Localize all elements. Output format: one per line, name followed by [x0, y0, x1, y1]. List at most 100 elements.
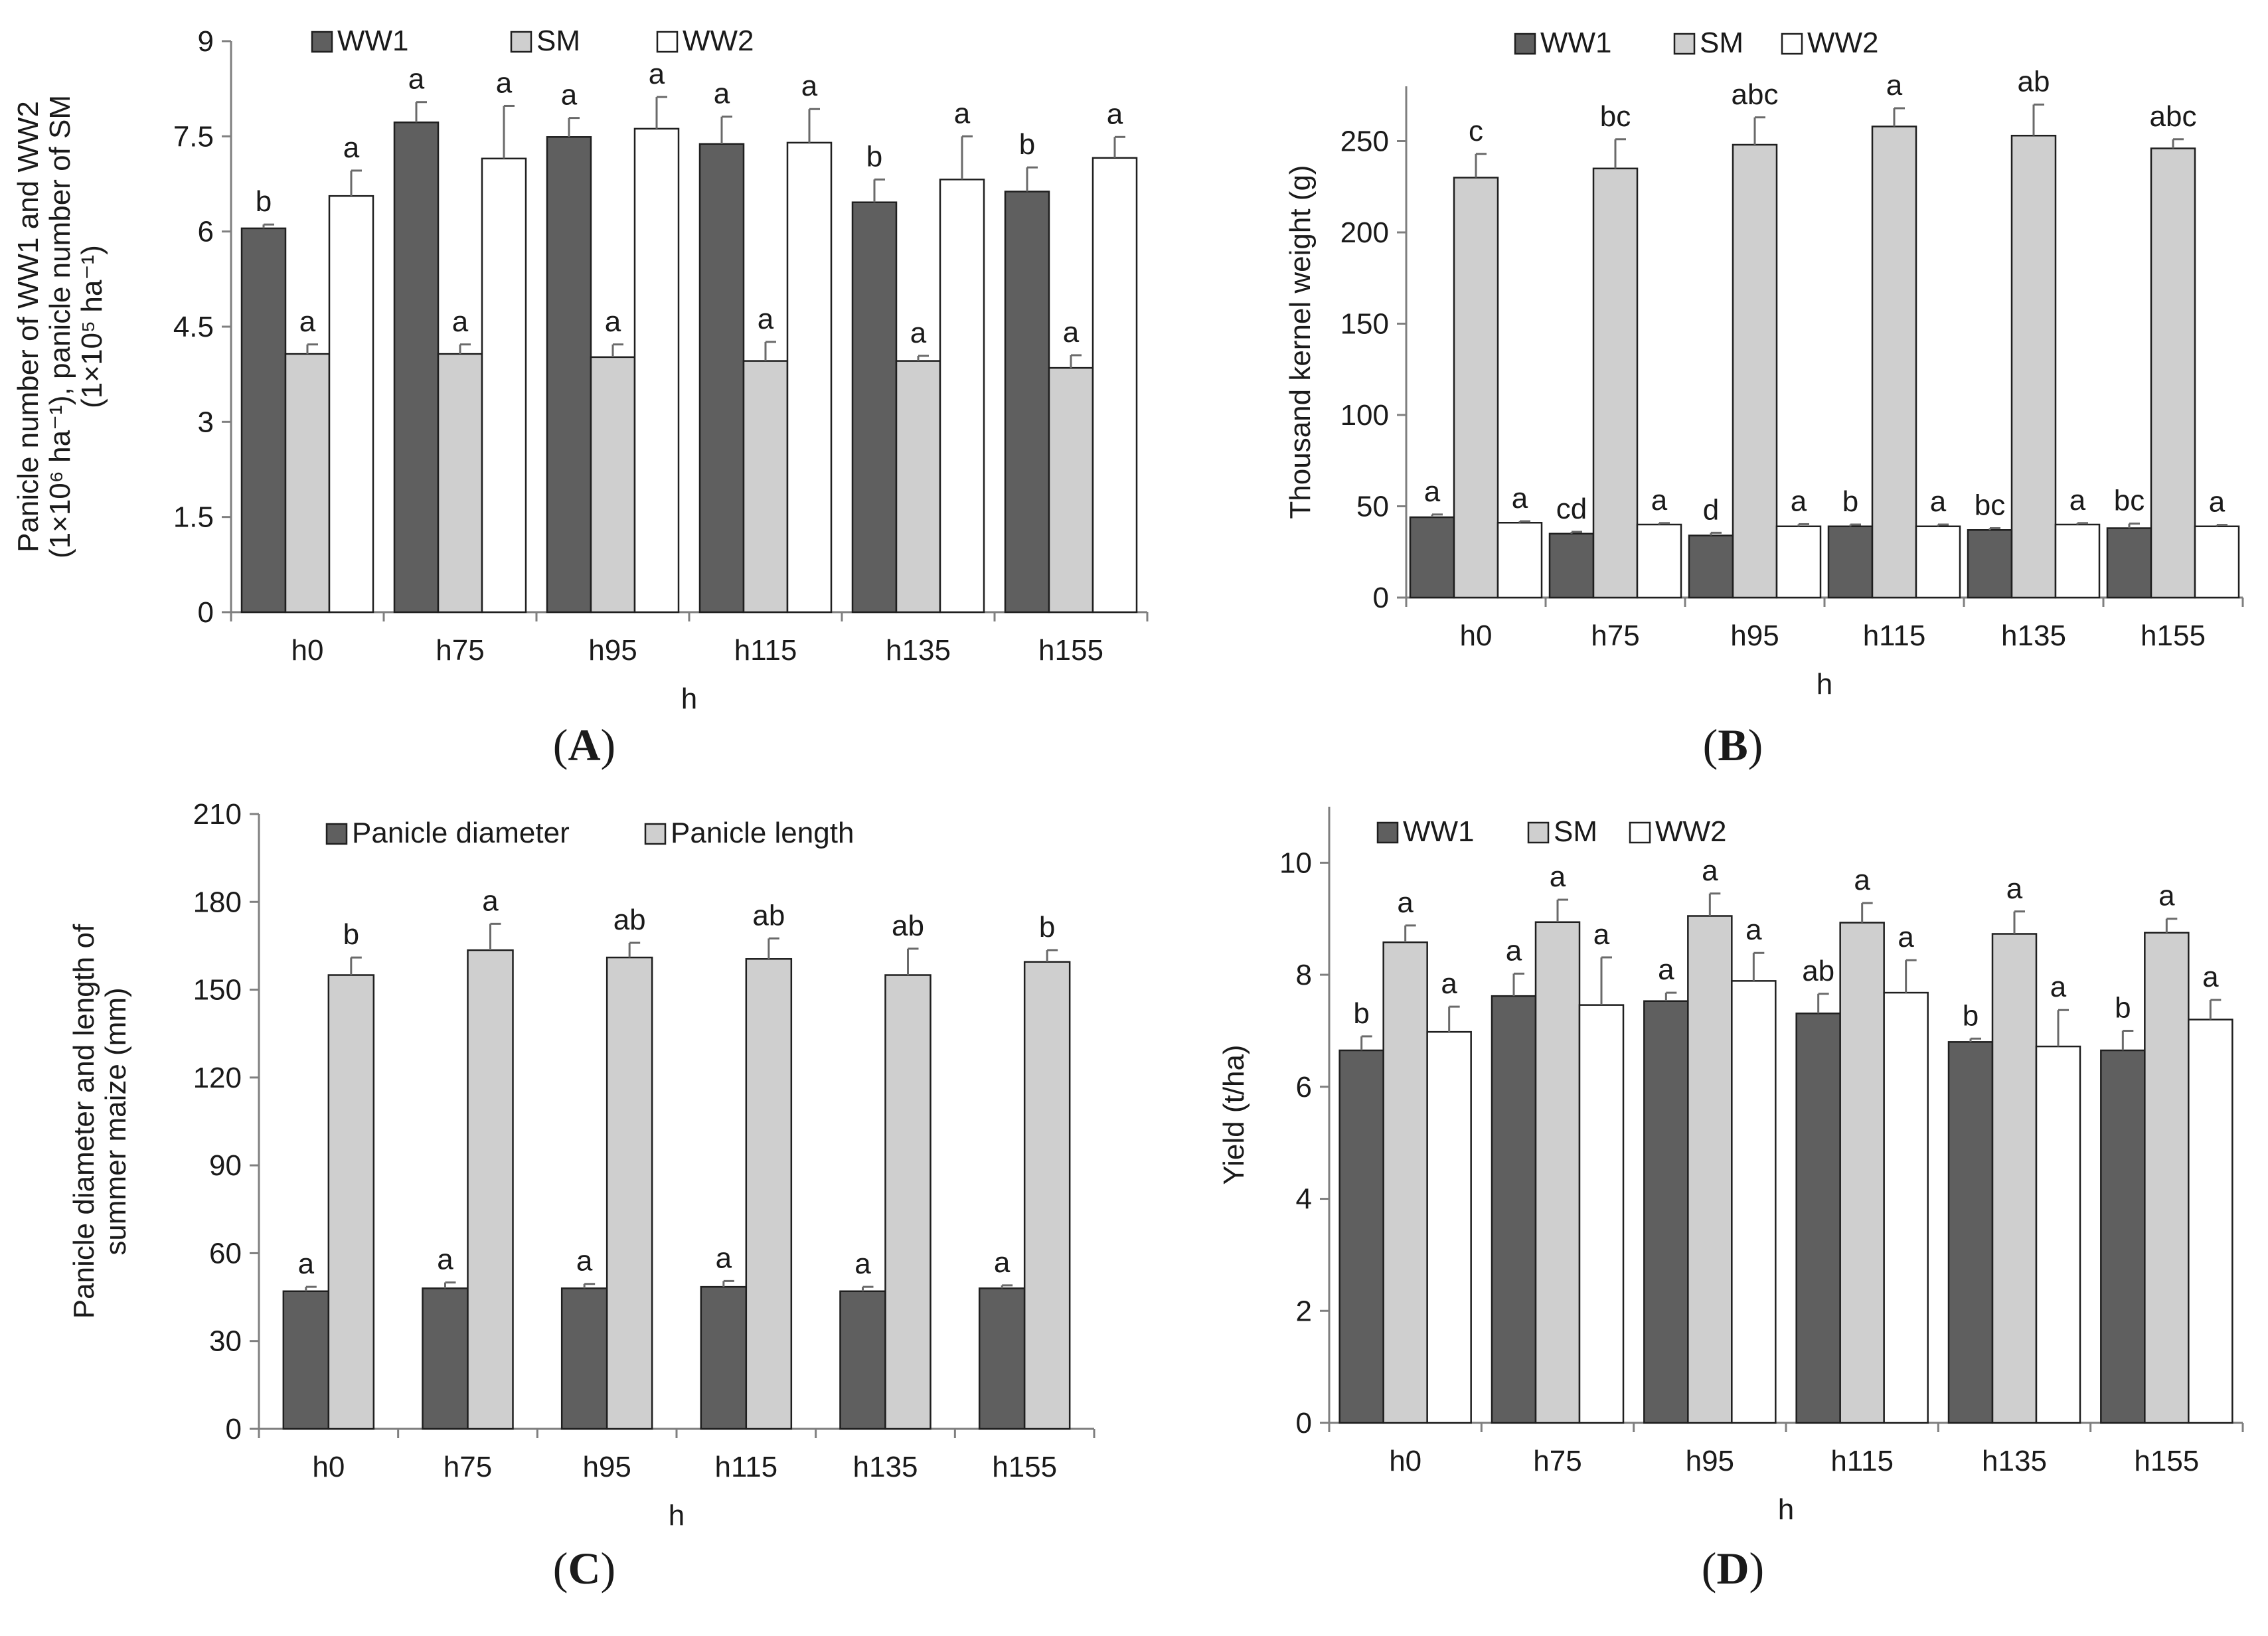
bar-sm — [1687, 915, 1733, 1424]
y-tick-label: 180 — [193, 886, 242, 918]
bar-sm — [437, 353, 483, 614]
bar-panicle-diameter — [978, 1287, 1026, 1430]
bar-sm — [1839, 922, 1885, 1424]
significance-label: ab — [752, 899, 785, 932]
y-tick-label: 0 — [1296, 1407, 1312, 1439]
legend-swatch-ww2 — [1629, 821, 1651, 844]
significance-label: ab — [1802, 955, 1834, 987]
significance-label: a — [2209, 486, 2226, 519]
x-tick-label: h75 — [1591, 619, 1639, 652]
significance-label: b — [1019, 128, 1035, 161]
y-axis-title: Panicle diameter and length ofsummer mai… — [68, 924, 132, 1319]
y-tick-label: 50 — [1356, 491, 1389, 523]
significance-label: a — [714, 78, 730, 110]
bar-ww2 — [939, 179, 985, 614]
bar-ww2 — [1578, 1004, 1625, 1424]
x-axis-title: h — [1817, 668, 1832, 700]
significance-label: ab — [2018, 66, 2050, 98]
significance-label: abc — [2150, 100, 2197, 133]
significance-label: bc — [2114, 485, 2145, 517]
legend-label: WW2 — [1655, 815, 1727, 848]
significance-label: a — [1107, 98, 1123, 130]
significance-label: d — [1703, 493, 1719, 526]
significance-label: a — [910, 317, 927, 349]
x-tick-label: h115 — [715, 1451, 778, 1483]
y-tick-label: 6 — [198, 216, 214, 248]
y-tick-label: 0 — [226, 1413, 242, 1445]
significance-label: ab — [613, 904, 646, 936]
legend-swatch-panicle-diameter — [325, 823, 348, 845]
significance-label: bc — [1975, 489, 2005, 522]
significance-label: a — [1593, 918, 1610, 951]
y-tick-label: 2 — [1296, 1295, 1312, 1327]
significance-label: b — [866, 140, 882, 173]
significance-label: a — [716, 1242, 732, 1274]
x-tick-label: h155 — [1038, 634, 1103, 667]
x-tick-label: h0 — [1389, 1445, 1421, 1477]
legend-swatch-ww1 — [1376, 821, 1399, 844]
y-tick-label: 9 — [198, 25, 214, 58]
legend-swatch-sm — [1673, 33, 1696, 55]
x-tick-label: h0 — [1460, 619, 1493, 652]
bar-ww2 — [1883, 991, 1929, 1424]
legend-swatch-ww2 — [1781, 33, 1803, 55]
bar-sm — [895, 360, 941, 614]
bar-ww1 — [1967, 529, 2013, 599]
x-tick-label: h95 — [1686, 1445, 1734, 1477]
panel-caption: (B) — [1703, 720, 1763, 770]
bar-sm — [742, 360, 789, 614]
significance-label: a — [605, 305, 621, 338]
significance-label: a — [1854, 864, 1870, 896]
bar-ww1 — [698, 143, 745, 614]
legend-label: SM — [536, 25, 580, 57]
bar-sm — [590, 356, 636, 614]
y-tick-label: 4 — [1296, 1183, 1312, 1216]
bar-panicle-length — [884, 974, 932, 1430]
x-tick-label: h115 — [1830, 1445, 1894, 1477]
panel-caption: (A) — [553, 720, 615, 770]
bar-ww1 — [393, 122, 440, 614]
significance-label: a — [994, 1246, 1011, 1279]
significance-label: a — [1702, 855, 1718, 887]
significance-label: b — [1963, 999, 1979, 1032]
legend-swatch-ww1 — [311, 31, 333, 53]
bar-ww2 — [1731, 980, 1777, 1424]
bar-panicle-diameter — [839, 1290, 886, 1430]
y-tick-label: 6 — [1296, 1071, 1312, 1104]
x-axis-title: h — [1778, 1493, 1794, 1526]
significance-label: a — [2069, 484, 2086, 517]
x-tick-label: h95 — [582, 1451, 631, 1483]
bar-ww1 — [2106, 527, 2152, 599]
x-tick-label: h95 — [1730, 619, 1779, 652]
significance-label: a — [1791, 485, 1807, 517]
significance-label: b — [2115, 991, 2131, 1024]
bar-sm — [2150, 147, 2196, 599]
bar-ww2 — [1636, 523, 1682, 599]
y-axis-title: Yield (t/ha) — [1218, 1044, 1250, 1185]
bar-panicle-diameter — [560, 1287, 608, 1430]
bar-sm — [1382, 941, 1428, 1424]
legend-label: Panicle diameter — [352, 817, 570, 849]
y-tick-label: 0 — [1373, 582, 1389, 614]
significance-label: ab — [892, 910, 924, 942]
chart-panel-b: 0 50 100 150 200 250 h0 h75 h95 h115 h135 h155 h Thou… — [1284, 27, 2244, 770]
bar-ww2 — [2188, 1019, 2233, 1424]
bar-ww2 — [1497, 522, 1543, 599]
y-tick-label: 120 — [193, 1062, 242, 1094]
bar-ww2 — [633, 127, 680, 614]
bar-panicle-length — [1023, 961, 1071, 1430]
legend-swatch-panicle-length — [644, 823, 667, 845]
bar-panicle-length — [467, 949, 514, 1430]
bar-panicle-length — [327, 974, 375, 1430]
significance-label: a — [649, 58, 665, 90]
x-tick-label: h155 — [2141, 619, 2206, 652]
significance-label: a — [1898, 921, 1914, 953]
bar-sm — [1732, 143, 1778, 599]
y-tick-label: 4.5 — [173, 311, 214, 343]
bar-ww2 — [1915, 525, 1961, 599]
y-tick-label: 150 — [1340, 308, 1389, 341]
legend-label: Panicle length — [671, 817, 854, 849]
bar-ww1 — [1643, 1000, 1689, 1424]
y-tick-label: 90 — [209, 1149, 242, 1182]
x-tick-label: h135 — [1982, 1445, 2047, 1477]
